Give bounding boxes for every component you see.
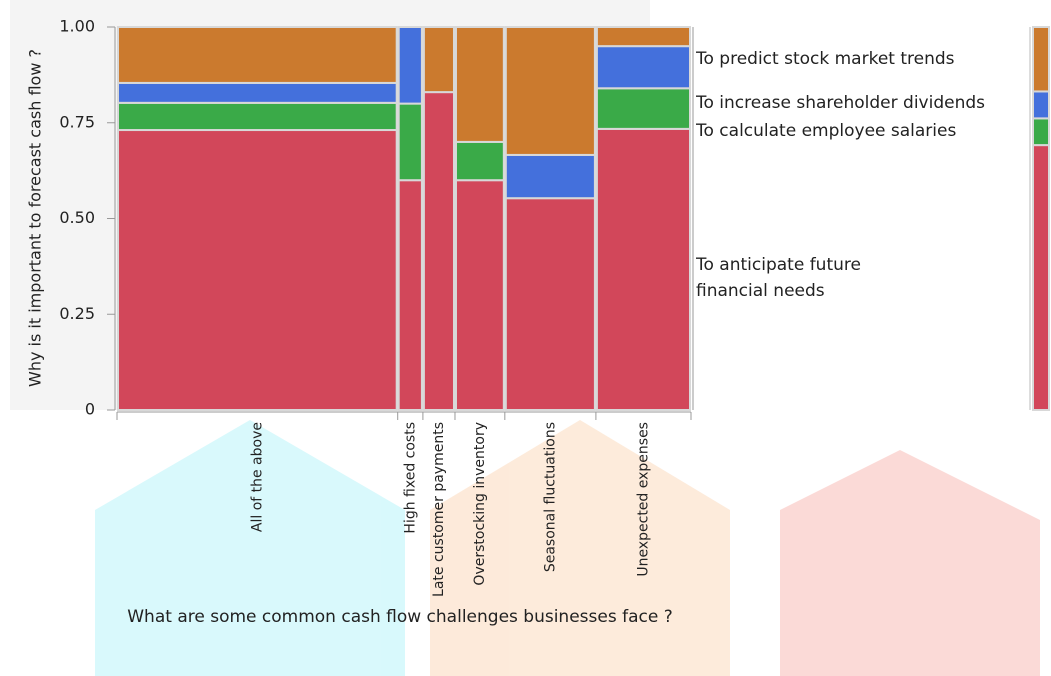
- legend-swatch: [1033, 91, 1049, 118]
- y-tick-label: 0: [85, 400, 95, 419]
- x-tick-label: Seasonal fluctuations: [542, 422, 558, 572]
- mosaic-tile: [456, 180, 504, 410]
- mosaic-tile: [506, 155, 595, 198]
- series-label-box: To anticipate future financial needs: [696, 252, 1026, 312]
- mosaic-tile: [399, 180, 422, 410]
- legend-swatch: [1033, 145, 1049, 410]
- x-tick-label: Unexpected expenses: [635, 422, 651, 577]
- x-tick-label: All of the above: [249, 422, 265, 532]
- x-axis-title-box: What are some common cash flow challenge…: [120, 604, 680, 664]
- series-label: To anticipate future financial needs: [696, 252, 896, 304]
- y-tick-label: 0.75: [59, 112, 95, 131]
- series-label-box: To predict stock market trends: [696, 46, 1026, 106]
- mosaic-tile: [118, 83, 397, 103]
- mosaic-tile: [424, 92, 454, 410]
- y-axis-title: Why is it important to forecast cash flo…: [26, 49, 45, 387]
- mosaic-tile: [118, 130, 397, 410]
- legend-swatch: [1033, 27, 1049, 91]
- x-tick-label: Overstocking inventory: [472, 422, 488, 586]
- x-axis-title: What are some common cash flow challenge…: [120, 604, 680, 630]
- mosaic-tile: [597, 27, 690, 46]
- legend-swatch: [1033, 118, 1049, 145]
- mosaic-tile: [597, 46, 690, 88]
- y-tick-label: 0.25: [59, 304, 95, 323]
- mosaic-tile: [456, 142, 504, 180]
- mosaic-tile: [399, 27, 422, 104]
- mosaic-tile: [506, 198, 595, 410]
- mosaic-tile: [118, 27, 397, 83]
- mosaic-tile: [597, 88, 690, 129]
- y-tick-label: 0.50: [59, 208, 95, 227]
- y-tick-label: 1.00: [59, 17, 95, 36]
- x-tick-label: Late customer payments: [431, 422, 447, 597]
- mosaic-tile: [118, 103, 397, 130]
- mosaic-tile: [456, 27, 504, 142]
- series-label: To predict stock market trends: [696, 46, 1026, 72]
- mosaic-tile: [399, 104, 422, 181]
- x-tick-label: High fixed costs: [402, 422, 418, 534]
- mosaic-tile: [506, 27, 595, 155]
- mosaic-tile: [597, 129, 690, 410]
- mosaic-tile: [424, 27, 454, 92]
- chart: Why is it important to forecast cash flo…: [0, 0, 1051, 676]
